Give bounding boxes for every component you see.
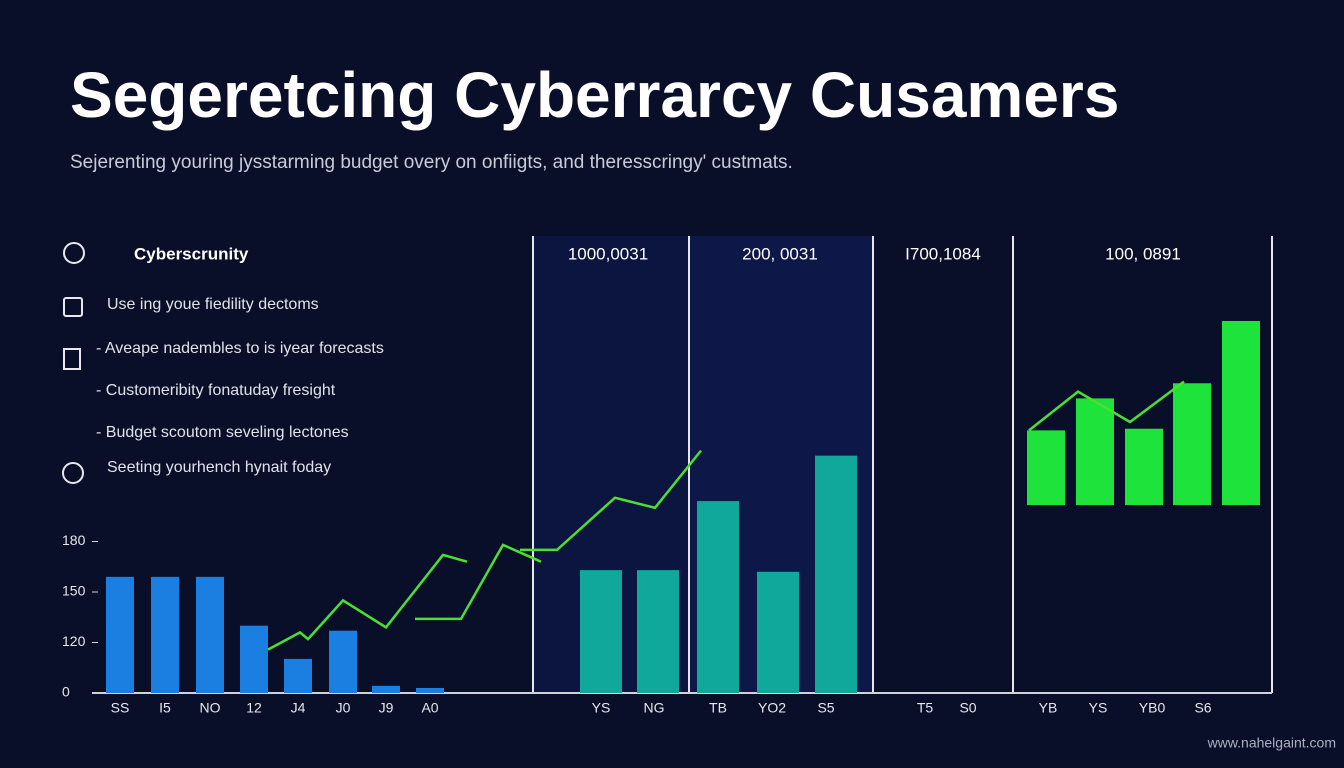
bar [697, 501, 739, 693]
sidebar-item: - Budget scoutom seveling lectones [96, 424, 349, 441]
icon [62, 462, 84, 484]
trend-line [1028, 380, 1185, 432]
x-tick-label: TB [709, 700, 727, 716]
sidebar-item: Use ing youe fiedility dectoms [107, 296, 319, 313]
panel-header: 1000,0031 [568, 244, 648, 263]
panel-header: I700,1084 [905, 244, 981, 263]
x-tick-label: 12 [246, 700, 262, 716]
sidebar-item: - Aveape nadembles to is iyear forecasts [96, 340, 384, 357]
icon [63, 348, 81, 370]
bar [757, 571, 799, 693]
trend-line [267, 553, 468, 651]
bar [151, 576, 179, 693]
bar [284, 658, 312, 693]
subtitle: Sejerenting youring jysstarming budget o… [70, 152, 793, 173]
sidebar-item: Seeting yourhench hynait foday [107, 459, 331, 476]
dividers [532, 236, 1273, 693]
icon [63, 297, 83, 317]
x-tick-label: NO [200, 700, 221, 716]
x-tick-label: S6 [1194, 700, 1211, 716]
bar [106, 576, 134, 693]
x-tick-label: YB [1039, 700, 1058, 716]
x-tick-label: YB0 [1139, 700, 1166, 716]
sidebar-item: - Customeribity fonatuday fresight [96, 382, 336, 399]
bar [416, 687, 444, 693]
bar [637, 570, 679, 693]
sidebar-heading: Cyberscrunity [134, 244, 249, 263]
x-tick-label: S0 [959, 700, 976, 716]
panel-header: 200, 0031 [742, 244, 818, 263]
title: Segeretcing Cyberrarcy Cusamers [70, 59, 1119, 131]
sidebar [62, 242, 85, 484]
x-tick-label: SS [111, 700, 130, 716]
trend-line [520, 449, 702, 552]
y-tick-label: 0 [62, 684, 70, 700]
x-tick-label: YS [1089, 700, 1108, 716]
x-tick-label: J0 [336, 700, 351, 716]
bar [240, 625, 268, 693]
trend-line [415, 543, 542, 621]
y-tick-label: 120 [62, 633, 86, 649]
bar [372, 685, 400, 693]
bar [815, 455, 857, 693]
x-tick-label: S5 [817, 700, 834, 716]
x-tick-label: J4 [291, 700, 306, 716]
x-tick-label: YS [592, 700, 611, 716]
x-tick-label: T5 [917, 700, 934, 716]
x-tick-label: I5 [159, 700, 171, 716]
bar [1222, 320, 1260, 505]
bar [1173, 383, 1211, 505]
panel-header: 100, 0891 [1105, 244, 1181, 263]
x-tick-label: NG [644, 700, 665, 716]
x-tick-label: J9 [379, 700, 394, 716]
y-tick-label: 180 [62, 532, 86, 548]
bar [329, 630, 357, 693]
bar [1027, 430, 1065, 505]
bar [196, 576, 224, 693]
bar [580, 570, 622, 693]
footer: www.nahelgaint.com [1207, 735, 1336, 751]
x-tick-label: YO2 [758, 700, 786, 716]
bar [1076, 398, 1114, 505]
x-tick-label: A0 [421, 700, 438, 716]
bar [1125, 428, 1163, 505]
y-tick-label: 150 [62, 583, 86, 599]
icon [63, 242, 85, 264]
